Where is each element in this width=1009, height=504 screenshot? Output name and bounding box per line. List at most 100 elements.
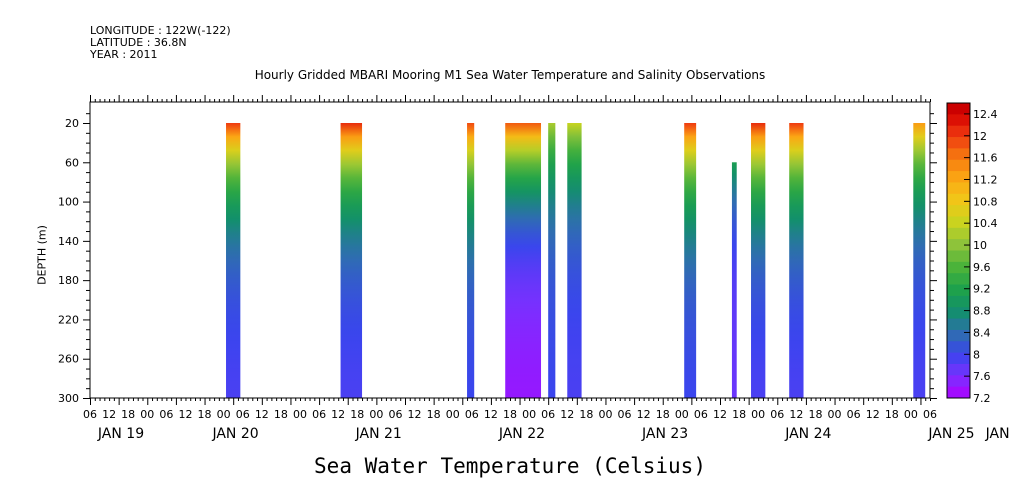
x-hour-tick-label: 06	[847, 408, 861, 421]
profile-bar	[567, 123, 582, 398]
x-hour-tick-label: 06	[465, 408, 479, 421]
chart-title: Hourly Gridded MBARI Mooring M1 Sea Wate…	[254, 68, 766, 82]
x-hour-tick-label: 18	[503, 408, 517, 421]
x-hour-tick-label: 12	[331, 408, 345, 421]
y-tick-label: 20	[65, 117, 79, 130]
x-hour-tick-label: 00	[904, 408, 918, 421]
x-hour-tick-label: 06	[694, 408, 708, 421]
colorbar-tick-label: 10	[973, 239, 987, 252]
y-tick-label: 300	[58, 392, 79, 405]
x-hour-tick-label: 00	[675, 408, 689, 421]
colorbar-swatch	[947, 171, 970, 183]
profile-bar	[913, 123, 926, 398]
x-hour-tick-label: 12	[484, 408, 498, 421]
colorbar-swatch	[947, 148, 970, 161]
profile-bar	[340, 123, 363, 398]
x-hour-tick-label: 00	[369, 408, 383, 421]
colorbar-tick-label: 9.6	[973, 261, 991, 274]
x-hour-tick-label: 18	[808, 408, 822, 421]
colorbar-swatch	[947, 273, 970, 286]
x-hour-tick-label: 00	[217, 408, 231, 421]
x-day-label: JAN 19	[97, 426, 144, 442]
x-day-label: JAN 22	[498, 426, 545, 442]
colorbar-tick-label: 8.4	[973, 326, 991, 339]
colorbar-swatch	[947, 114, 970, 127]
y-tick-label: 140	[58, 235, 79, 248]
colorbar-swatch	[947, 227, 970, 240]
longitude-label: LONGITUDE : 122W(-122)	[90, 24, 231, 37]
y-tick-label: 60	[65, 156, 79, 169]
x-day-label: JAN 23	[641, 426, 688, 442]
colorbar-swatch	[947, 375, 970, 388]
x-hour-tick-label: 12	[408, 408, 422, 421]
x-hour-tick-label: 18	[198, 408, 212, 421]
colorbar-swatch	[947, 205, 970, 217]
colorbar-swatch	[947, 103, 970, 115]
profile-bar	[548, 123, 556, 398]
x-hour-tick-label: 00	[598, 408, 612, 421]
y-tick-label: 100	[58, 196, 79, 209]
x-hour-tick-label: 06	[770, 408, 784, 421]
profile-bar	[731, 162, 737, 398]
x-hour-tick-label: 06	[541, 408, 555, 421]
x-hour-tick-label: 06	[236, 408, 250, 421]
x-hour-tick-label: 18	[579, 408, 593, 421]
profile-bar	[684, 123, 697, 398]
y-tick-label: 260	[58, 353, 79, 366]
colorbar-tick-label: 12	[973, 130, 987, 143]
colorbar-swatch	[947, 295, 970, 308]
x-hour-tick-label: 00	[522, 408, 536, 421]
colorbar-tick-label: 11.6	[973, 152, 998, 165]
colorbar-swatch	[947, 329, 970, 342]
colorbar-swatch	[947, 363, 970, 376]
year-label: YEAR : 2011	[90, 48, 158, 61]
colorbar-swatch	[947, 307, 970, 320]
x-hour-tick-label: 18	[274, 408, 288, 421]
colorbar-swatch	[947, 386, 970, 399]
colorbar-swatch	[947, 137, 970, 149]
colorbar-tick-label: 7.6	[973, 370, 991, 383]
x-hour-tick-label: 06	[923, 408, 937, 421]
colorbar-tick-label: 9.2	[973, 283, 991, 296]
colorbar-tick-label: 8	[973, 348, 980, 361]
x-hour-tick-label: 12	[713, 408, 727, 421]
colorbar-swatch	[947, 182, 970, 195]
x-hour-tick-label: 00	[446, 408, 460, 421]
colorbar-swatch	[947, 216, 970, 229]
colorbar-swatch	[947, 352, 970, 365]
colorbar-tick-label: 10.4	[973, 217, 998, 230]
x-hour-tick-label: 12	[637, 408, 651, 421]
colorbar-swatch	[947, 250, 970, 263]
profile-bar	[789, 123, 804, 398]
colorbar-swatch	[947, 261, 970, 274]
colorbar-tick-label: 10.8	[973, 195, 998, 208]
colorbar-tick-label: 7.2	[973, 392, 991, 405]
colorbar-swatch	[947, 341, 970, 354]
x-hour-tick-label: 00	[828, 408, 842, 421]
colorbar-swatch	[947, 318, 970, 331]
colorbar-swatch	[947, 159, 970, 172]
colorbar-swatch	[947, 239, 970, 251]
x-day-label: JAN 24	[784, 426, 831, 442]
x-hour-tick-label: 18	[732, 408, 746, 421]
x-hour-tick-label: 18	[350, 408, 364, 421]
x-hour-tick-label: 18	[885, 408, 899, 421]
colorbar-frame	[946, 102, 971, 399]
x-hour-tick-label: 00	[140, 408, 154, 421]
x-hour-tick-label: 06	[83, 408, 97, 421]
latitude-label: LATITUDE : 36.8N	[90, 36, 187, 49]
x-hour-tick-label: 06	[618, 408, 632, 421]
x-day-label: JAN 21	[355, 426, 402, 442]
x-hour-tick-label: 12	[178, 408, 192, 421]
x-day-label: JAN 26	[985, 426, 1009, 442]
x-hour-tick-label: 06	[312, 408, 326, 421]
x-hour-tick-label: 12	[866, 408, 880, 421]
x-hour-tick-label: 18	[427, 408, 441, 421]
axes-layer: 06 12 18 00 06 12 18 00 06 12 18 00 06 12 18 00 06 12 18 00…	[58, 95, 1009, 442]
profiles-layer	[226, 123, 926, 398]
x-hour-tick-label: 00	[293, 408, 307, 421]
y-tick-label: 180	[58, 274, 79, 287]
profile-bar	[467, 123, 475, 398]
x-hour-tick-label: 12	[102, 408, 116, 421]
profile-bar	[751, 123, 766, 398]
